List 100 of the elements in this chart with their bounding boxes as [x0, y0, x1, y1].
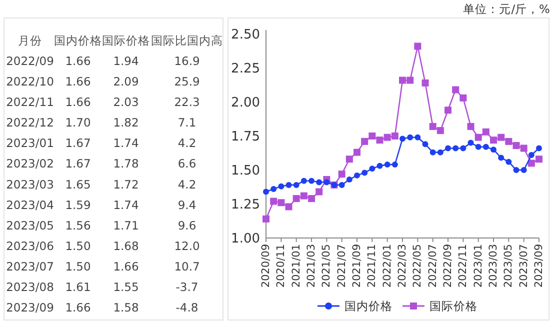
y-tick-label: 1.50 [231, 164, 260, 179]
point [278, 199, 285, 206]
x-tick-label: 2021/11 [366, 244, 378, 288]
point [482, 144, 489, 150]
point [460, 145, 466, 152]
point [308, 178, 314, 184]
text: 国际价格 [102, 33, 150, 48]
data-label: 1.74 [113, 198, 139, 212]
point [361, 138, 368, 145]
data-label: 1.72 [113, 177, 139, 192]
point [513, 167, 520, 173]
point [512, 142, 520, 150]
data-label: 1.55 [113, 280, 139, 294]
text: 国内价格 [54, 33, 102, 48]
x-tick-label: 2023/07 [518, 244, 530, 288]
data-label: 1.59 [65, 198, 91, 212]
data-label: 1.66 [65, 54, 91, 68]
point [422, 141, 428, 148]
point [316, 188, 323, 196]
data-label: 1.61 [65, 280, 91, 294]
point [445, 145, 451, 152]
x-tick-label: 2021/05 [320, 244, 333, 288]
data-label: 9.4 [178, 198, 196, 212]
point [414, 134, 421, 140]
data-label: 6.6 [178, 156, 196, 171]
category-label: 2023/02 [6, 156, 54, 171]
data-label: 1.50 [65, 239, 91, 253]
data-label: 1.67 [65, 136, 91, 150]
point [452, 145, 459, 152]
data-label: 10.7 [174, 260, 200, 274]
x-tick-label: 2022/07 [426, 244, 439, 288]
x-tick-label: 2021/01 [290, 244, 302, 288]
text: 国际比国内高 [151, 33, 223, 48]
point [285, 203, 292, 210]
data-label: 7.1 [178, 116, 196, 130]
point [467, 122, 474, 130]
point [536, 156, 542, 163]
x-tick-label: 2023/03 [488, 244, 500, 288]
category-label: 2023/03 [6, 177, 54, 192]
x-tick-label: 2020/11 [275, 244, 288, 288]
point [384, 162, 390, 168]
point [369, 166, 376, 172]
data-label: -4.8 [176, 300, 198, 315]
data-label: 1.56 [65, 218, 91, 232]
data-label: 4.2 [178, 136, 196, 150]
data-label: 1.58 [113, 300, 139, 315]
point [498, 154, 504, 161]
category-label: 2022/09 [6, 54, 54, 68]
x-tick-label: 2021/07 [336, 244, 348, 288]
point [528, 160, 535, 167]
y-tick-label: 2.25 [231, 62, 260, 77]
x-tick-label: 2023/05 [502, 244, 515, 288]
point [506, 158, 512, 165]
category-label: 2023/05 [6, 218, 54, 232]
point [430, 149, 436, 156]
point [406, 76, 414, 84]
data-label: 1.65 [65, 177, 91, 192]
point [286, 182, 292, 188]
point [346, 176, 352, 183]
category-label: 2023/06 [6, 239, 54, 253]
data-label: 1.82 [113, 116, 139, 130]
point [475, 144, 482, 150]
data-label: 1.66 [65, 95, 91, 109]
point [399, 76, 406, 84]
point [407, 134, 414, 140]
point [436, 127, 444, 134]
category-label: 2022/12 [6, 116, 54, 130]
point [400, 136, 406, 142]
data-label: 1.94 [113, 54, 139, 68]
point [528, 152, 534, 158]
data-label: 1.67 [65, 156, 91, 171]
data-label: 1.66 [113, 260, 139, 274]
category-label: 2023/08 [6, 280, 54, 294]
point [300, 192, 308, 200]
y-tick-label: 1.75 [231, 130, 260, 145]
point [468, 140, 474, 146]
data-label: 2.03 [113, 95, 139, 109]
point [490, 146, 496, 153]
x-tick-label: 2020/09 [260, 244, 272, 288]
point [376, 136, 384, 144]
point [498, 134, 505, 141]
category-label: 2022/10 [6, 74, 54, 88]
point [292, 195, 300, 202]
point [300, 178, 307, 184]
y-tick-label: 1.00 [231, 232, 260, 247]
point [338, 182, 345, 188]
point [384, 134, 391, 141]
point [437, 149, 444, 156]
point [536, 145, 542, 152]
data-label: 1.50 [65, 260, 91, 274]
data-label: -3.7 [176, 280, 198, 294]
data-label: 1.68 [113, 239, 139, 253]
data-label: 4.2 [178, 177, 196, 192]
point [391, 132, 398, 140]
point [482, 128, 490, 136]
data-label: 1.66 [65, 74, 91, 88]
point [376, 162, 383, 169]
text: 月份 [18, 33, 42, 48]
point [505, 138, 512, 145]
point [346, 156, 353, 163]
